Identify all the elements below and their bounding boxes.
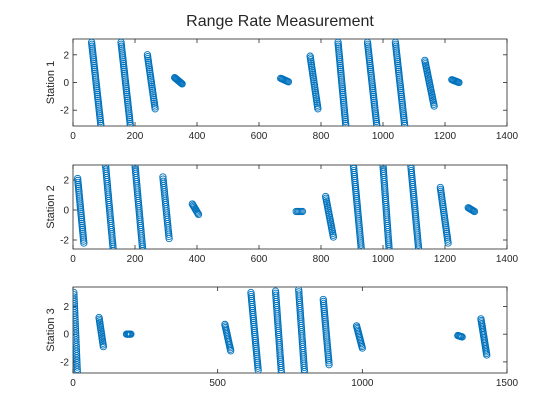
x-tick-label: 1000 <box>372 131 395 142</box>
y-axis-label: Station 2 <box>45 185 57 228</box>
data-point <box>319 295 327 304</box>
y-tick-label: 2 <box>63 176 69 187</box>
y-tick-label: -2 <box>60 106 69 117</box>
data-markers <box>73 287 491 373</box>
data-point <box>73 293 78 301</box>
data-point <box>421 56 429 64</box>
axes-box <box>72 164 508 250</box>
y-tick-label: 0 <box>63 330 69 341</box>
x-tick-label: 1200 <box>434 131 457 142</box>
data-markers <box>74 165 479 249</box>
data-point <box>102 165 110 173</box>
data-point <box>117 39 125 46</box>
data-point <box>363 39 372 46</box>
data-point <box>102 165 110 171</box>
x-tick-label: 200 <box>127 131 144 142</box>
data-point <box>349 165 358 171</box>
data-point <box>131 165 139 169</box>
data-point <box>221 320 229 329</box>
data-point <box>74 174 82 183</box>
x-tick-label: 1500 <box>496 378 519 389</box>
data-point <box>306 52 314 60</box>
data-point <box>295 287 303 294</box>
data-point <box>379 165 387 173</box>
x-tick-label: 200 <box>127 254 144 265</box>
data-point <box>477 315 485 323</box>
x-tick-label: 1400 <box>496 131 519 142</box>
data-point <box>177 79 186 87</box>
y-tick-label: -2 <box>60 357 69 368</box>
x-tick-label: 1200 <box>434 254 457 265</box>
data-point <box>295 290 303 298</box>
x-tick-label: 500 <box>209 378 226 389</box>
data-point <box>131 165 139 171</box>
data-point <box>247 288 255 297</box>
data-point <box>334 39 342 46</box>
subplot-station-1: 0 200 400 600 800 1000 1200 1400 -2 0 2 Station 1 <box>45 38 519 142</box>
data-point <box>379 165 387 171</box>
data-point <box>436 183 444 192</box>
x-tick-label: 600 <box>251 131 268 142</box>
y-tick-label: 0 <box>63 206 69 217</box>
data-point <box>295 288 303 296</box>
figure-title: Range Rate Measurement <box>186 13 374 30</box>
data-markers <box>87 39 463 126</box>
x-tick-label: 800 <box>313 131 330 142</box>
data-point <box>272 291 280 299</box>
data-point <box>178 80 186 88</box>
y-tick-label: -2 <box>60 236 69 247</box>
data-point <box>271 287 280 295</box>
data-point <box>470 207 479 216</box>
data-point <box>131 165 140 173</box>
data-point <box>352 322 361 330</box>
x-tick-label: 0 <box>70 131 76 142</box>
data-point <box>101 165 110 169</box>
data-point <box>143 51 152 59</box>
x-tick-label: 1000 <box>351 378 374 389</box>
data-point <box>298 207 307 216</box>
data-point <box>284 78 293 86</box>
y-tick-label: 2 <box>63 302 69 313</box>
x-tick-label: 0 <box>70 254 76 265</box>
data-point <box>458 333 466 341</box>
data-point <box>272 289 280 297</box>
data-point <box>87 39 96 46</box>
data-point <box>321 192 330 201</box>
data-point <box>391 39 400 46</box>
x-tick-label: 1000 <box>372 254 395 265</box>
data-point <box>159 177 167 185</box>
data-point <box>177 79 185 87</box>
x-tick-label: 400 <box>189 254 206 265</box>
data-point <box>159 175 167 183</box>
data-point <box>455 78 463 87</box>
axes-box <box>72 286 508 374</box>
x-tick-label: 400 <box>189 131 206 142</box>
y-axis-label: Station 1 <box>45 61 57 104</box>
data-point <box>176 78 184 86</box>
y-tick-label: 2 <box>63 50 69 61</box>
data-point <box>73 291 78 299</box>
data-point <box>95 313 103 322</box>
data-point <box>73 288 78 297</box>
data-point <box>194 210 203 219</box>
x-tick-label: 1400 <box>496 254 519 265</box>
data-point <box>127 330 135 338</box>
y-axis-label: Station 3 <box>45 308 57 351</box>
data-point <box>469 207 478 215</box>
data-point <box>379 165 387 169</box>
x-tick-label: 0 <box>70 378 76 389</box>
data-point <box>407 165 415 171</box>
y-tick-label: 0 <box>63 78 69 89</box>
data-point <box>159 173 167 181</box>
x-tick-label: 600 <box>251 254 268 265</box>
data-point <box>194 209 202 217</box>
x-tick-label: 800 <box>313 254 330 265</box>
axes-box <box>72 38 508 127</box>
